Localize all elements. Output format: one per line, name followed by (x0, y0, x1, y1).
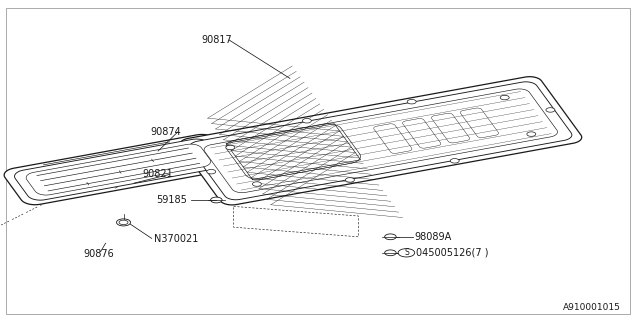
Circle shape (385, 234, 396, 240)
Circle shape (407, 100, 416, 104)
Circle shape (302, 118, 311, 123)
Circle shape (211, 197, 222, 203)
Text: S: S (404, 248, 409, 257)
Text: 98089A: 98089A (415, 232, 452, 242)
Circle shape (546, 108, 555, 112)
Text: 90821: 90821 (142, 169, 173, 180)
Circle shape (116, 219, 131, 226)
Polygon shape (204, 89, 557, 193)
Polygon shape (189, 82, 572, 200)
Circle shape (207, 169, 216, 174)
Text: 59185: 59185 (157, 195, 188, 205)
Circle shape (119, 220, 128, 225)
Polygon shape (180, 77, 582, 205)
Text: 045005126(7 ): 045005126(7 ) (416, 248, 488, 258)
Text: 90876: 90876 (83, 249, 114, 260)
Polygon shape (4, 134, 232, 205)
Text: 90817: 90817 (202, 35, 232, 45)
Polygon shape (15, 139, 222, 200)
Text: 90874: 90874 (150, 127, 181, 137)
Circle shape (451, 159, 460, 163)
Circle shape (226, 145, 235, 150)
Circle shape (346, 178, 355, 182)
Polygon shape (26, 144, 211, 195)
Circle shape (385, 250, 396, 256)
Circle shape (252, 182, 261, 186)
Text: A910001015: A910001015 (563, 303, 621, 312)
Circle shape (500, 95, 509, 100)
Text: N370021: N370021 (154, 234, 198, 244)
Circle shape (398, 249, 415, 257)
Circle shape (527, 132, 536, 136)
